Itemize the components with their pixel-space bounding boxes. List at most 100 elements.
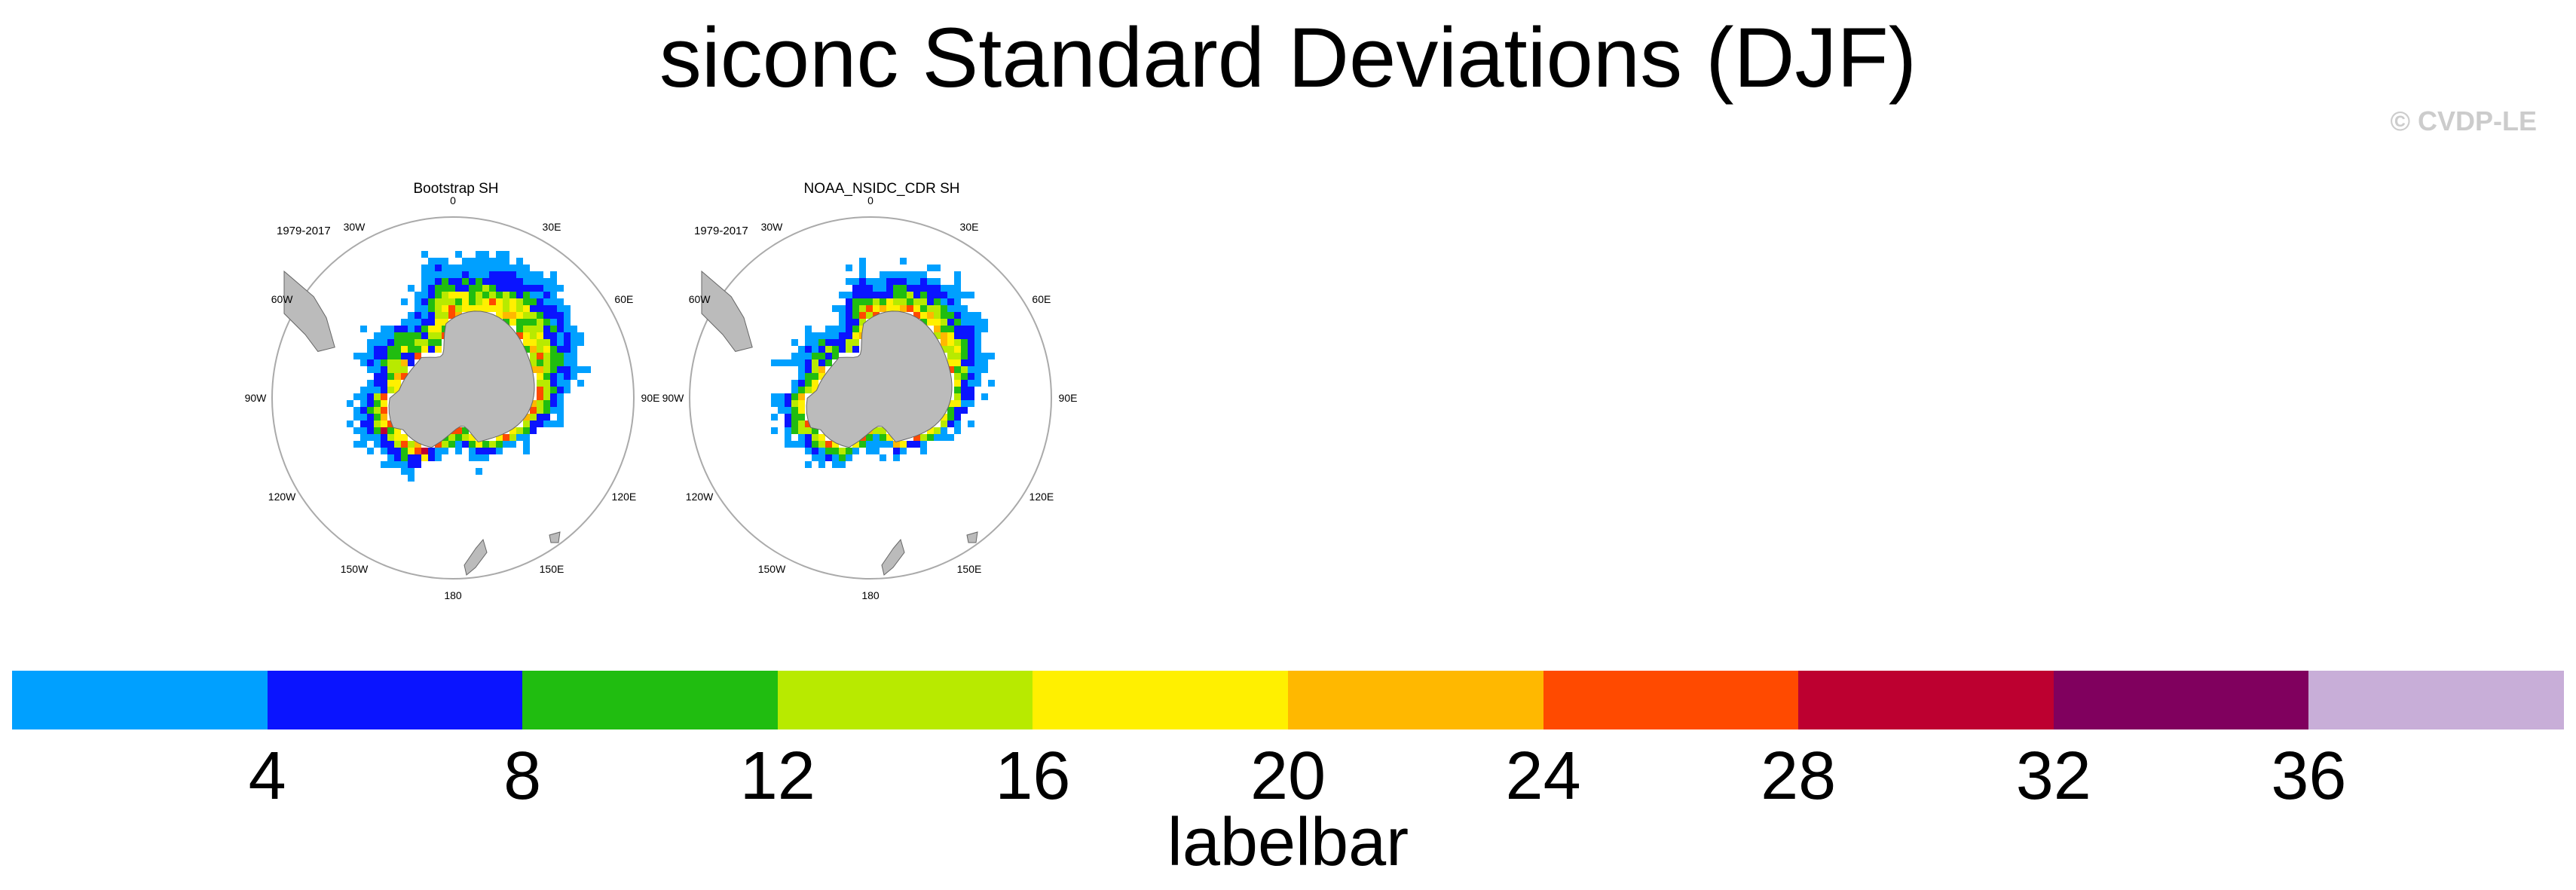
std-cell	[476, 271, 482, 278]
std-cell	[791, 380, 798, 387]
std-cell	[818, 359, 825, 366]
std-cell	[435, 285, 442, 292]
std-cell	[564, 312, 571, 319]
std-cell	[381, 427, 387, 434]
std-cell	[415, 292, 421, 298]
std-cell	[387, 326, 394, 332]
std-cell	[859, 258, 866, 265]
std-cell	[920, 434, 927, 441]
std-cell	[537, 312, 543, 319]
std-cell	[394, 366, 401, 373]
std-cell	[805, 441, 812, 448]
std-cell	[469, 292, 476, 298]
std-cell	[771, 400, 778, 407]
std-cell	[852, 326, 859, 332]
std-cell	[557, 312, 564, 319]
std-cell	[550, 285, 557, 292]
std-cell	[818, 434, 825, 441]
std-cell	[401, 359, 408, 366]
std-cell	[387, 353, 394, 359]
std-cell	[469, 265, 476, 271]
std-cell	[401, 346, 408, 353]
std-cell	[435, 441, 442, 448]
antarctica-landmass	[388, 310, 535, 448]
std-cell	[421, 319, 428, 326]
std-cell	[947, 305, 954, 312]
longitude-label: 120E	[611, 491, 637, 503]
std-cell	[941, 285, 947, 292]
std-cell	[543, 312, 550, 319]
longitude-label: 90E	[1058, 392, 1078, 404]
std-cell	[920, 448, 927, 454]
std-cell	[428, 454, 435, 461]
std-cell	[530, 421, 537, 427]
std-cell	[954, 353, 961, 359]
std-cell	[367, 448, 374, 454]
std-cell	[428, 265, 435, 271]
std-cell	[387, 421, 394, 427]
std-cell	[523, 292, 530, 298]
std-cell	[537, 339, 543, 346]
std-cell	[920, 312, 927, 319]
std-cell	[825, 353, 832, 359]
std-cell	[550, 292, 557, 298]
std-cell	[941, 332, 947, 339]
std-cell	[543, 421, 550, 427]
std-cell	[825, 326, 832, 332]
std-cell	[571, 346, 577, 353]
std-cell	[846, 346, 852, 353]
std-cell	[374, 346, 381, 353]
std-cell	[503, 278, 509, 285]
std-cell	[825, 448, 832, 454]
std-cell	[482, 278, 489, 285]
std-cell	[947, 414, 954, 421]
std-cell	[367, 359, 374, 366]
std-cell	[961, 319, 968, 326]
std-cell	[530, 407, 537, 414]
std-cell	[381, 380, 387, 387]
std-cell	[537, 353, 543, 359]
labelbar-box	[522, 671, 778, 729]
std-cell	[394, 373, 401, 380]
std-cell	[893, 448, 900, 454]
std-cell	[537, 319, 543, 326]
std-cell	[374, 380, 381, 387]
std-cell	[374, 366, 381, 373]
std-cell	[381, 366, 387, 373]
std-cell	[557, 421, 564, 427]
std-cell	[571, 332, 577, 339]
std-cell	[374, 332, 381, 339]
std-cell	[401, 441, 408, 448]
std-cell	[818, 461, 825, 468]
std-cell	[866, 298, 873, 305]
std-cell	[387, 359, 394, 366]
std-cell	[968, 366, 974, 373]
std-cell	[550, 373, 557, 380]
std-cell	[941, 319, 947, 326]
std-cell	[435, 454, 442, 461]
std-cell	[886, 285, 893, 292]
std-cell	[482, 251, 489, 258]
std-cell	[880, 298, 886, 305]
std-cell	[785, 421, 791, 427]
std-cell	[415, 312, 421, 319]
std-cell	[859, 271, 866, 278]
std-cell	[360, 407, 367, 414]
std-cell	[947, 434, 954, 441]
sea-ice-std-field	[347, 251, 591, 482]
tasmania-landmass	[966, 531, 978, 543]
std-cell	[880, 292, 886, 298]
std-cell	[798, 400, 805, 407]
std-cell	[530, 359, 537, 366]
std-cell	[516, 305, 523, 312]
std-cell	[530, 292, 537, 298]
std-cell	[805, 359, 812, 366]
std-cell	[954, 414, 961, 421]
std-cell	[941, 305, 947, 312]
std-cell	[913, 285, 920, 292]
labelbar-tick-label: 24	[1505, 739, 1581, 814]
std-cell	[791, 353, 798, 359]
std-cell	[557, 400, 564, 407]
std-cell	[886, 298, 893, 305]
std-cell	[954, 312, 961, 319]
